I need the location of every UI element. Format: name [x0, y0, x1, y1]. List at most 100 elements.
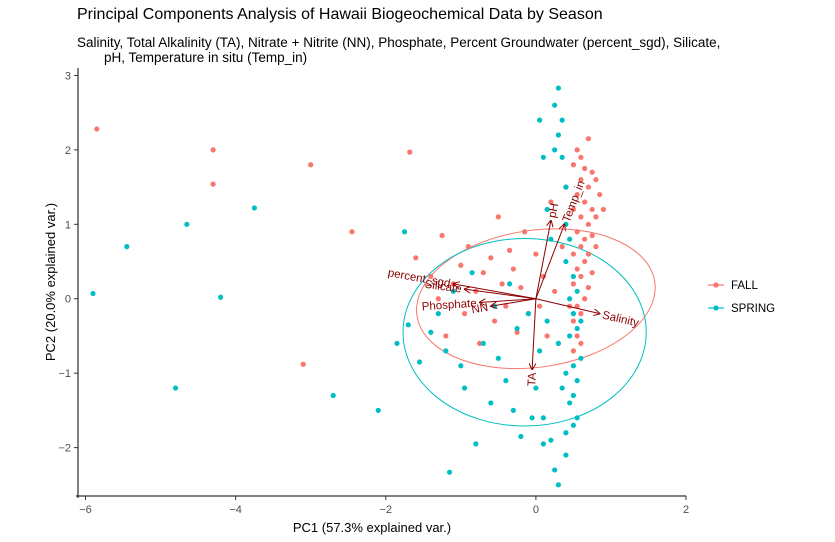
point-fall — [428, 273, 434, 280]
point-fall — [533, 251, 539, 257]
point-spring — [559, 154, 565, 160]
point-fall — [578, 214, 584, 220]
point-fall — [94, 126, 100, 132]
point-fall — [518, 284, 524, 291]
y-tick-label: 0 — [65, 294, 71, 306]
point-spring — [574, 288, 580, 294]
point-spring — [570, 273, 577, 280]
point-fall — [585, 221, 592, 227]
point-spring — [548, 236, 554, 242]
point-fall — [458, 262, 464, 268]
x-tick-label: −2 — [379, 504, 392, 516]
point-fall — [514, 329, 520, 335]
point-fall — [570, 162, 577, 168]
point-spring — [578, 318, 584, 324]
point-spring — [473, 441, 479, 447]
x-tick-label: −6 — [79, 504, 92, 516]
point-fall — [574, 303, 580, 309]
point-fall — [578, 154, 584, 160]
point-fall — [600, 206, 607, 213]
point-spring — [552, 147, 558, 153]
point-fall — [439, 232, 445, 239]
loading-arrow — [453, 284, 536, 300]
point-spring — [567, 400, 573, 406]
chart-subtitle: Salinity, Total Alkalinity (TA), Nitrate… — [77, 35, 797, 65]
point-fall — [544, 333, 550, 339]
point-spring — [330, 392, 336, 399]
point-spring — [570, 392, 577, 399]
loading-arrow — [535, 298, 600, 314]
point-fall — [407, 149, 413, 155]
loading-label: pH — [547, 202, 562, 219]
point-spring — [570, 311, 577, 317]
loading-arrow — [491, 298, 536, 306]
point-fall — [578, 273, 584, 280]
point-spring — [544, 318, 550, 324]
loading-arrow — [535, 224, 565, 299]
point-fall — [548, 199, 554, 205]
y-tick-label: 2 — [65, 145, 71, 157]
point-spring — [555, 340, 561, 347]
point-spring — [540, 441, 546, 447]
point-spring — [405, 322, 411, 328]
loading-label: Salinity — [601, 309, 640, 329]
point-fall — [537, 303, 543, 309]
point-spring — [435, 311, 441, 317]
y-tick-label: 1 — [65, 219, 71, 231]
point-spring — [218, 294, 224, 300]
point-fall — [552, 288, 558, 294]
x-axis-title: PC1 (57.3% explained var.) — [293, 520, 451, 535]
point-spring — [514, 325, 520, 332]
point-spring — [416, 359, 423, 365]
point-fall — [559, 244, 565, 250]
loading-arrow — [465, 289, 536, 300]
loading-arrow — [480, 298, 536, 303]
point-fall — [578, 311, 584, 317]
y-tick-label: −2 — [58, 443, 71, 455]
point-fall — [574, 333, 580, 339]
point-spring — [559, 385, 565, 391]
point-fall — [435, 296, 441, 302]
point-spring — [428, 329, 434, 335]
point-spring — [507, 281, 513, 287]
point-spring — [555, 132, 561, 138]
point-fall — [585, 251, 592, 257]
point-fall — [522, 229, 528, 235]
point-fall — [585, 184, 592, 190]
subtitle-line-2: pH, Temperature in situ (Temp_in) — [104, 50, 308, 65]
point-fall — [582, 296, 588, 302]
point-spring — [450, 288, 456, 294]
legend-label-spring: SPRING — [731, 303, 775, 315]
point-fall — [593, 244, 599, 250]
point-fall — [582, 165, 588, 172]
point-spring — [570, 422, 577, 428]
x-tick-label: −4 — [229, 504, 242, 516]
point-spring — [555, 85, 561, 91]
point-fall — [597, 191, 603, 198]
point-fall — [443, 333, 449, 339]
point-spring — [552, 102, 558, 108]
point-spring — [443, 348, 449, 354]
subtitle-line-1: Salinity, Total Alkalinity (TA), Nitrate… — [77, 35, 721, 50]
point-spring — [578, 355, 584, 361]
point-fall — [574, 229, 580, 235]
point-spring — [567, 236, 573, 242]
point-fall — [582, 258, 588, 265]
point-fall — [578, 244, 584, 250]
point-fall — [574, 191, 580, 198]
point-spring — [394, 340, 400, 347]
chart-title: Principal Components Analysis of Hawaii … — [77, 6, 603, 23]
point-fall — [495, 214, 501, 220]
point-fall — [574, 266, 580, 272]
point-fall — [488, 255, 494, 261]
point-spring — [172, 385, 179, 391]
point-spring — [574, 325, 580, 332]
point-spring — [540, 154, 546, 160]
loading-label: NN — [471, 302, 489, 317]
x-tick-label: 2 — [683, 504, 689, 516]
point-spring — [458, 363, 464, 369]
point-spring — [518, 433, 524, 440]
point-spring — [548, 437, 554, 443]
point-spring — [559, 117, 565, 123]
